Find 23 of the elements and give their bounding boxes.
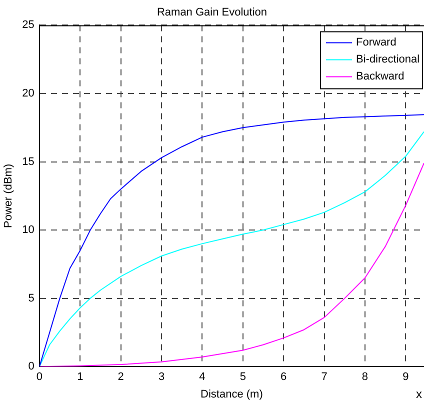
text: x [416, 387, 422, 401]
y-tick-label: 15 [22, 156, 34, 168]
y-tick-label: 0 [28, 360, 34, 373]
y-tick-label: 10 [22, 224, 34, 236]
x-tick-label: 1 [77, 371, 84, 384]
x-tick-label: 8 [362, 371, 368, 384]
x-tick-label: 3 [158, 371, 165, 384]
y-tick-label: 5 [28, 292, 34, 304]
chart-title: Raman Gain Evolution [156, 6, 268, 19]
x-tick-label: 0 [36, 371, 42, 384]
x-axis-title: Distance (m) [200, 388, 263, 400]
x-tick-label: 7 [321, 371, 328, 384]
legend-label: Backward [356, 70, 404, 83]
legend-label: Forward [356, 36, 396, 49]
x-tick-label: 2 [118, 371, 124, 384]
x-tick-label: 6 [280, 371, 287, 384]
x-tick-label: 9 [402, 371, 409, 384]
x-tick-label: 4 [199, 371, 206, 384]
y-tick-label: 25 [22, 19, 34, 32]
x-tick-label: 5 [240, 371, 246, 384]
legend-label: Bi-directional [356, 54, 420, 66]
y-axis-title: Power (dBm) [2, 164, 15, 228]
y-tick-label: 20 [22, 88, 34, 100]
